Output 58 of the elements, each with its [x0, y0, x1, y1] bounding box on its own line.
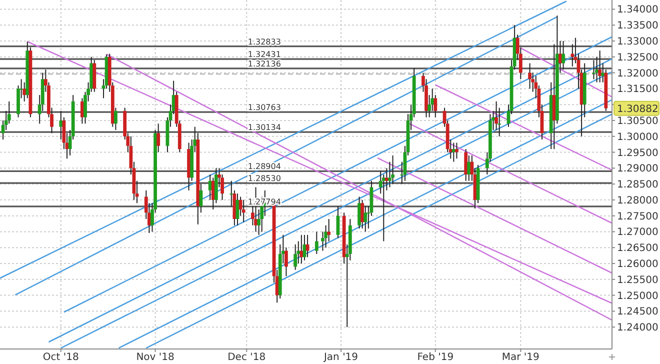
ref-line-label: 1.32431: [248, 50, 281, 60]
candlestick: [114, 107, 118, 130]
x-tick-label: Oct '18: [42, 352, 79, 363]
candlestick: [592, 60, 596, 80]
ref-line-label: 1.30134: [248, 123, 281, 132]
candlestick: [382, 174, 386, 242]
candlestick: [364, 206, 368, 232]
y-tick-label: 1.28000: [617, 195, 658, 206]
candlestick: [464, 148, 468, 182]
candlestick: [391, 154, 394, 185]
candlestick: [595, 56, 598, 83]
y-tick-label: 1.29000: [617, 164, 658, 175]
candlestick: [59, 110, 63, 140]
candlestick: [360, 199, 364, 230]
ref-line-label: 1.28530: [248, 174, 281, 184]
y-tick-label: 1.25500: [617, 274, 658, 286]
candlestick: [384, 168, 388, 191]
y-tick-label: 1.32000: [617, 68, 658, 80]
y-tick-label: 1.29500: [617, 148, 658, 159]
candlestick: [242, 199, 246, 223]
candlestick: [294, 244, 298, 270]
y-tick-label: 1.30000: [617, 132, 658, 143]
candlestick: [562, 40, 565, 70]
y-tick-label: 1.24000: [617, 322, 658, 334]
candlestick: [327, 218, 331, 242]
candlestick: [156, 123, 160, 153]
y-tick-label: 1.26500: [617, 243, 658, 254]
x-tick-label: Mar '19: [502, 352, 540, 363]
candlestick: [314, 231, 318, 254]
y-tick-label: 1.30500: [617, 116, 658, 127]
candlestick: [306, 234, 310, 258]
y-tick-label: 1.26000: [617, 259, 658, 270]
y-tick-label: 1.24500: [617, 306, 658, 318]
x-tick-label: Nov '18: [136, 352, 174, 363]
y-tick-label: 1.25000: [617, 290, 658, 302]
y-tick-label: 1.31500: [617, 84, 658, 96]
candlestick: [452, 142, 456, 162]
candlestick: [528, 62, 532, 90]
candlestick: [22, 82, 26, 102]
candlestick: [455, 142, 458, 160]
y-tick-label: 1.32500: [617, 52, 658, 64]
x-tick-label: Dec '18: [228, 352, 266, 363]
y-tick-label: 1.34000: [617, 4, 658, 16]
x-tick-label: Jan '19: [322, 352, 358, 363]
y-tick-label: 1.27000: [617, 227, 658, 238]
candlestick: [300, 234, 304, 264]
ref-line-label: 1.30763: [248, 103, 281, 112]
y-tick-label: 1.28500: [617, 180, 658, 191]
candlestick: [558, 40, 562, 74]
text: 1.30882: [617, 104, 658, 115]
candlestick: [598, 50, 602, 83]
x-tick-label: Feb '19: [417, 352, 454, 363]
ref-line-label: 1.32136: [248, 59, 281, 68]
candlestick: [358, 196, 361, 230]
y-tick-label: 1.27500: [617, 211, 658, 222]
y-tick-label: 1.33500: [617, 20, 658, 32]
y-tick-label: 1.33000: [617, 36, 658, 48]
ref-line-label: 1.32833: [248, 37, 281, 46]
